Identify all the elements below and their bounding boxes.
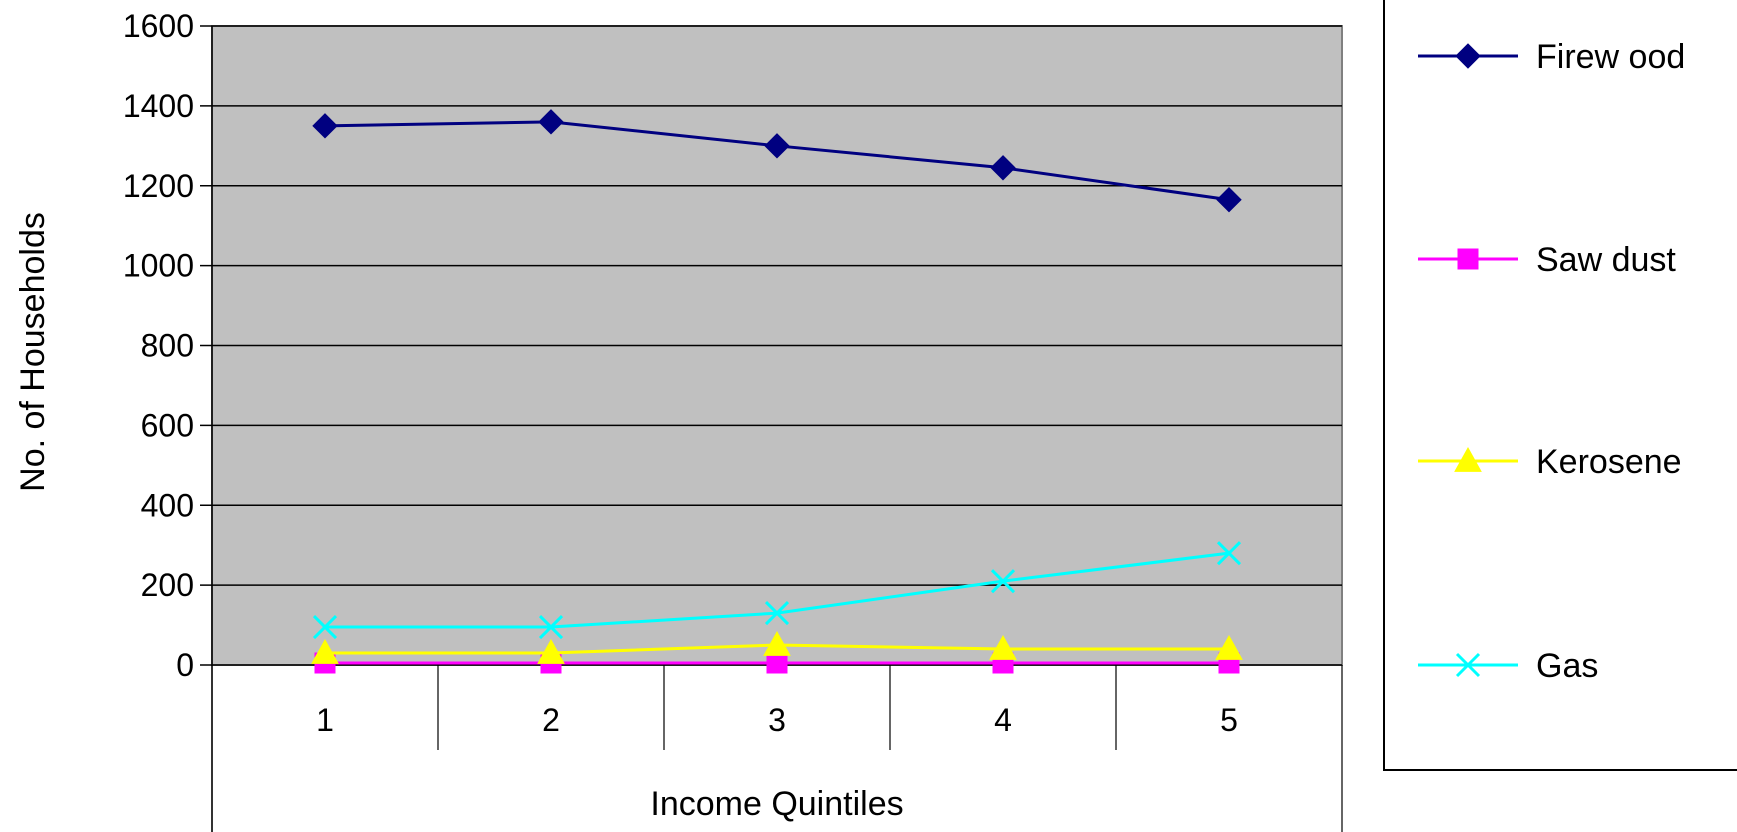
legend-label: Kerosene (1536, 443, 1682, 481)
x-axis-category-cells: 1 2 3 4 5 (211, 665, 1343, 832)
legend-entry: Gas (1418, 647, 1598, 685)
series-3 (312, 541, 1242, 640)
data-point (764, 601, 790, 626)
y-tick-label: 600 (141, 407, 194, 443)
data-point (990, 569, 1016, 594)
data-point (764, 133, 790, 159)
y-axis-title: No. of Households (14, 212, 52, 492)
series-0 (312, 109, 1242, 213)
y-axis-ticks: 0 200 400 600 800 1000 1200 1400 1600 (123, 8, 194, 683)
x-tick-label: 3 (768, 702, 786, 738)
data-point (989, 634, 1017, 660)
data-point (990, 155, 1016, 181)
x-axis-title: Income Quintiles (650, 785, 903, 823)
gridlines (200, 25, 1342, 832)
y-tick-label: 0 (176, 647, 194, 683)
data-point (537, 638, 565, 664)
data-point (538, 614, 564, 640)
data-point (1216, 187, 1242, 213)
legend-marker (1455, 652, 1481, 678)
legend-marker (1455, 43, 1481, 69)
y-tick-label: 400 (141, 487, 194, 523)
x-tick-label: 2 (542, 702, 560, 738)
data-point (1215, 634, 1243, 660)
legend-label: Firew ood (1536, 38, 1685, 76)
legend-marker (1457, 248, 1479, 270)
x-tick-label: 5 (1220, 702, 1238, 738)
x-tick-label: 4 (994, 702, 1012, 738)
data-point (312, 113, 338, 139)
legend-entry: Saw dust (1418, 241, 1676, 279)
series-layer (311, 109, 1243, 674)
y-tick-label: 800 (141, 328, 194, 364)
legend-entry: Firew ood (1418, 38, 1685, 76)
y-tick-label: 1600 (123, 8, 194, 44)
x-tick-label: 1 (316, 702, 334, 738)
data-point (766, 652, 788, 674)
legend-label: Saw dust (1536, 241, 1676, 279)
series-2 (311, 631, 1243, 664)
data-point (311, 638, 339, 664)
data-point (312, 614, 338, 640)
legend-box (1383, 0, 1737, 771)
y-tick-label: 1000 (123, 248, 194, 284)
legend: Firew ood Saw dust Kerosene Gas (1383, 0, 1737, 771)
y-tick-label: 1200 (123, 168, 194, 204)
data-point (1216, 541, 1242, 566)
legend-marker (1454, 446, 1482, 472)
data-point (538, 109, 564, 135)
y-tick-label: 200 (141, 567, 194, 603)
legend-label: Gas (1536, 647, 1598, 685)
data-point (763, 631, 791, 656)
legend-entry: Kerosene (1418, 443, 1682, 481)
y-tick-label: 1400 (123, 88, 194, 124)
